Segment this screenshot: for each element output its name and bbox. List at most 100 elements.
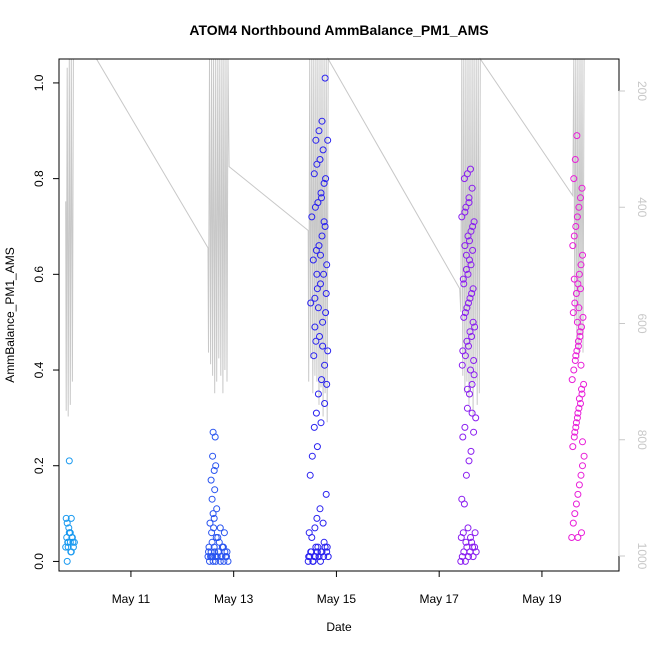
data-point	[465, 457, 473, 465]
data-point	[577, 194, 584, 202]
data-point	[569, 519, 577, 527]
data-point	[467, 534, 474, 541]
data-point	[468, 409, 476, 417]
data-point	[210, 514, 218, 522]
data-point	[464, 270, 472, 278]
series-1	[62, 457, 78, 565]
data-point	[67, 514, 75, 522]
data-point	[320, 218, 328, 226]
data-point	[322, 175, 330, 183]
data-point	[466, 256, 473, 264]
data-point	[574, 409, 582, 417]
data-point	[572, 419, 580, 427]
data-point	[318, 194, 325, 202]
data-point	[465, 342, 472, 350]
data-point	[62, 514, 70, 522]
data-point	[575, 304, 583, 312]
x-axis-label: Date	[326, 620, 352, 634]
data-point	[471, 529, 479, 537]
data-point	[307, 299, 315, 307]
data-point	[317, 548, 325, 556]
data-point	[319, 342, 327, 350]
series-4	[457, 165, 480, 565]
data-point	[223, 548, 231, 556]
series-5	[568, 132, 588, 541]
data-point	[63, 519, 71, 527]
data-point	[211, 548, 219, 556]
data-point	[65, 524, 73, 532]
data-point	[571, 510, 579, 518]
right-tick-label: 600	[635, 313, 649, 333]
data-point	[470, 218, 478, 226]
data-point	[313, 443, 321, 451]
data-point	[467, 447, 475, 455]
y-tick-label: 0.0	[32, 553, 46, 570]
data-point	[460, 500, 468, 508]
data-point	[471, 323, 479, 331]
data-point	[324, 136, 332, 144]
data-point	[459, 347, 467, 355]
data-point	[319, 146, 327, 154]
y-tick-label: 0.6	[32, 266, 46, 283]
data-point	[217, 553, 225, 561]
data-point	[317, 280, 324, 288]
altitude-line	[65, 57, 585, 423]
data-point	[316, 333, 323, 340]
data-point	[64, 538, 72, 546]
x-tick-label: May 15	[317, 592, 357, 606]
data-point	[313, 548, 321, 556]
data-point	[311, 524, 319, 532]
points-layer	[62, 74, 588, 565]
data-point	[313, 514, 321, 522]
data-point	[312, 136, 320, 144]
data-point	[570, 232, 578, 240]
data-point	[570, 275, 578, 283]
data-point	[312, 337, 320, 345]
data-point	[69, 543, 77, 551]
x-tick-label: May 11	[112, 592, 151, 606]
data-point	[462, 203, 470, 211]
data-point	[216, 524, 224, 532]
altitude-trace-layer	[65, 57, 585, 423]
data-point	[457, 557, 465, 565]
data-point	[461, 208, 469, 216]
series-3	[304, 74, 332, 565]
data-point	[204, 553, 212, 561]
data-point	[466, 294, 474, 302]
data-point	[208, 538, 216, 546]
data-point	[321, 74, 329, 82]
data-point	[468, 380, 476, 388]
data-point	[569, 309, 577, 317]
data-point	[461, 242, 469, 250]
data-point	[304, 557, 312, 565]
data-point	[311, 294, 319, 302]
data-point	[469, 543, 477, 551]
data-point	[309, 256, 317, 264]
data-point	[316, 505, 324, 513]
data-point	[321, 543, 329, 551]
data-point	[568, 376, 576, 384]
data-point	[65, 457, 73, 465]
data-point	[317, 557, 324, 565]
data-point	[572, 290, 580, 297]
data-point	[212, 557, 220, 565]
data-point	[579, 462, 586, 470]
data-point	[215, 538, 223, 546]
data-point	[324, 347, 332, 355]
data-point	[465, 299, 472, 307]
data-point	[206, 519, 214, 527]
data-point	[220, 529, 228, 537]
data-point	[308, 534, 316, 541]
data-point	[313, 270, 321, 278]
data-point	[570, 366, 578, 374]
data-point	[573, 132, 581, 140]
data-point	[568, 534, 576, 541]
data-point	[572, 223, 580, 230]
data-point	[577, 471, 585, 479]
data-point	[578, 529, 585, 537]
x-tick-label: May 17	[420, 592, 460, 606]
data-point	[569, 443, 577, 451]
data-point	[459, 433, 467, 441]
y-tick-label: 1.0	[32, 74, 46, 91]
